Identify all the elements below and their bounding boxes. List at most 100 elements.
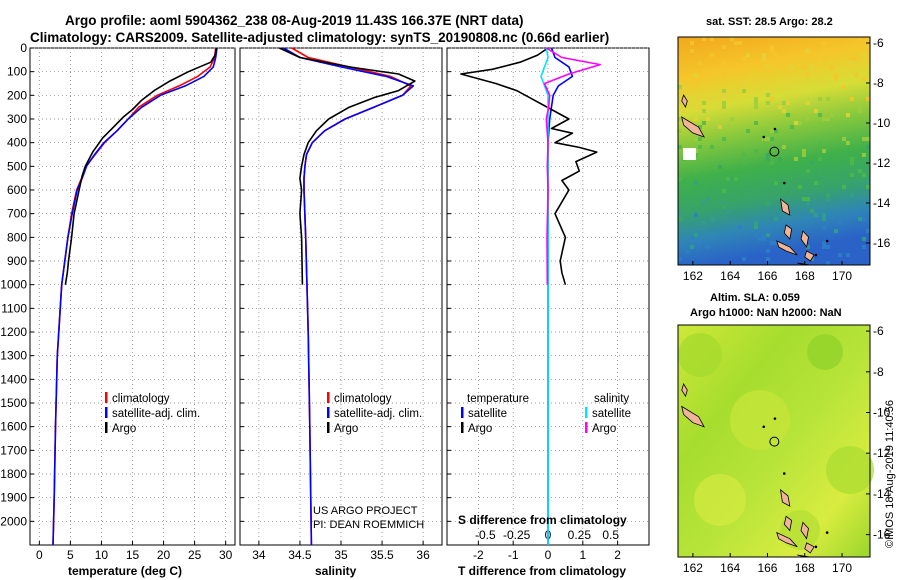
sst-map-frame [677, 36, 871, 266]
legend-label-t-argo: Argo [468, 423, 492, 435]
sst-pixel [842, 137, 846, 141]
map-y-tick-label: -16 [873, 528, 891, 542]
sst-pixel [794, 157, 798, 161]
island [800, 521, 809, 540]
sst-pixel [850, 161, 854, 165]
sst-pixel [690, 237, 694, 241]
profile-lines [52, 47, 602, 546]
sst-pixel [686, 249, 690, 253]
sst-pixel [802, 53, 806, 57]
sst-pixel [738, 41, 742, 45]
x-tick-label: 20 [157, 548, 171, 562]
legend-swatch-argo [105, 422, 108, 433]
project-name: US ARGO PROJECT [313, 505, 418, 517]
sst-pixel [766, 101, 770, 105]
temperature-legend: climatology satellite-adj. clim. Argo [105, 392, 200, 435]
series-s-satellite [540, 47, 549, 545]
sst-pixel [866, 37, 870, 41]
map-y-tick-label: -12 [873, 446, 891, 460]
x-tick-label: 1 [579, 548, 586, 562]
s-tick-label: -0.25 [503, 528, 531, 542]
sst-islands [681, 94, 829, 266]
sst-pixel [678, 257, 682, 261]
map-x-tick-label: 166 [757, 561, 777, 575]
sst-pixel [698, 93, 702, 97]
sst-pixel [806, 117, 810, 121]
sst-pixel [850, 61, 854, 65]
sst-pixel [698, 109, 702, 113]
sst-pixel [758, 237, 762, 241]
sst-pixel [694, 213, 698, 217]
salinity-xlabel: salinity [315, 564, 357, 578]
depth-tick-label: 400 [7, 136, 27, 150]
sst-pixel [702, 101, 706, 105]
islet [773, 417, 777, 420]
sst-pixel [810, 209, 814, 213]
depth-tick-label: 1600 [0, 420, 27, 434]
sst-pixel [774, 53, 778, 57]
sla-map-title-line-2: Argo h1000: NaN h2000: NaN [690, 307, 842, 319]
sst-pixel [722, 105, 726, 109]
sst-pixel [822, 245, 826, 249]
sst-pixel [746, 185, 750, 189]
sst-pixel [710, 145, 714, 149]
sla-float-location-marker [769, 436, 780, 447]
sst-pixel [786, 77, 790, 81]
legend-label-climatology: climatology [334, 393, 392, 405]
sst-pixel [678, 145, 682, 149]
sst-pixel [750, 77, 754, 81]
depth-tick-label: 1000 [0, 278, 27, 292]
sst-pixel [722, 201, 726, 205]
sst-pixel [746, 53, 750, 57]
sst-pixel [862, 173, 866, 177]
depth-tick-label: 1200 [0, 325, 27, 339]
sst-pixel [722, 89, 726, 93]
sst-pixel [710, 97, 714, 101]
sst-pixel [858, 105, 862, 109]
sst-pixel [734, 89, 738, 93]
sst-pixel [826, 197, 830, 201]
sst-pixel [854, 73, 858, 77]
sst-pixel [850, 173, 854, 177]
legend-swatch-satellite [105, 407, 108, 418]
legend-label-s-satellite: satellite [592, 408, 631, 420]
sst-pixel [822, 241, 826, 245]
legend-label-satellite: satellite-adj. clim. [334, 408, 422, 420]
sst-pixel [762, 237, 766, 241]
sst-pixel [770, 89, 774, 93]
sst-pixel [766, 153, 770, 157]
sst-pixel [710, 189, 714, 193]
sst-pixel [694, 169, 698, 173]
sst-pixel [774, 181, 778, 185]
legend-swatch-satellite [327, 407, 330, 418]
sst-pixel [698, 125, 702, 129]
sst-pixel [798, 121, 802, 125]
sst-pixel [818, 157, 822, 161]
sst-pixel [770, 45, 774, 49]
sst-pixel [862, 245, 866, 249]
sst-pixel [754, 233, 758, 237]
sst-pixel [702, 221, 706, 225]
sst-pixel [678, 209, 682, 213]
x-tick-label: 36 [416, 548, 430, 562]
map-x-tick-label: 168 [795, 561, 815, 575]
sst-pixel [818, 113, 822, 117]
sst-pixel [826, 261, 830, 265]
sst-pixel [690, 245, 694, 249]
sst-pixel [862, 237, 866, 241]
sst-pixel [694, 117, 698, 121]
depth-tick-label: 700 [7, 207, 27, 221]
depth-tick-label: 0 [20, 41, 27, 55]
sst-pixel [702, 109, 706, 113]
sst-pixel [790, 65, 794, 69]
island [681, 405, 705, 428]
map-x-tick-label: 166 [757, 269, 777, 283]
series-t-argo [460, 47, 598, 285]
sst-pixel [746, 129, 750, 133]
sst-pixel [722, 93, 726, 97]
x-tick-label: 35.5 [370, 548, 394, 562]
sst-pixel [794, 53, 798, 57]
sst-pixel [690, 41, 694, 45]
x-tick-label: 25 [188, 548, 202, 562]
sst-pixel [810, 65, 814, 69]
